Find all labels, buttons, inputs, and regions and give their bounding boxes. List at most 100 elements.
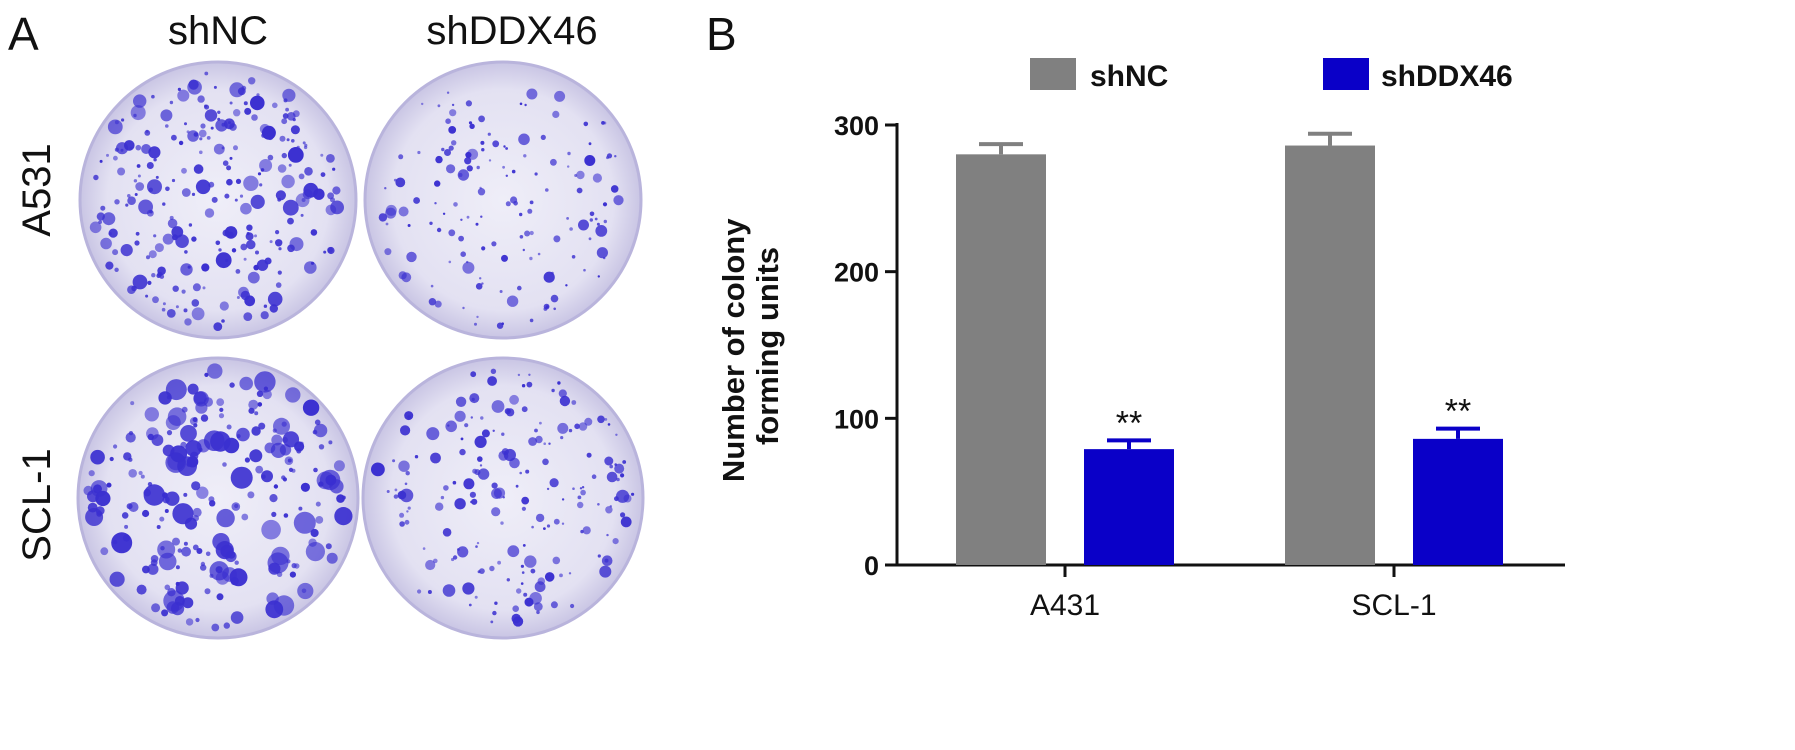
colony — [544, 572, 555, 582]
colony — [336, 494, 345, 503]
colony — [470, 371, 477, 378]
colony — [310, 528, 319, 538]
colony — [218, 413, 225, 419]
colony — [399, 512, 405, 518]
colony — [259, 123, 270, 135]
colony — [213, 143, 225, 155]
colony — [479, 186, 482, 190]
colony — [604, 456, 614, 466]
colony — [282, 431, 300, 448]
colony — [114, 147, 119, 152]
colony — [140, 474, 145, 479]
colony — [491, 241, 497, 247]
colony — [512, 605, 519, 612]
colony — [428, 298, 437, 306]
colony — [130, 401, 135, 406]
colony — [445, 420, 458, 433]
colony — [460, 437, 464, 441]
colony — [442, 212, 446, 215]
colony — [184, 318, 192, 326]
colony — [475, 545, 478, 548]
colony — [105, 261, 114, 270]
colony — [298, 506, 303, 511]
colony — [457, 546, 469, 558]
colony — [386, 490, 390, 493]
colony — [507, 545, 520, 558]
colony — [213, 322, 223, 331]
colony — [543, 271, 555, 283]
colony — [534, 428, 538, 433]
colony — [243, 312, 253, 321]
colony — [452, 480, 457, 485]
colony — [236, 296, 240, 299]
colony — [263, 304, 268, 308]
y-axis-label: Number of colony forming units — [716, 210, 785, 482]
colony — [588, 237, 592, 241]
colony — [580, 529, 584, 534]
colony — [597, 503, 600, 506]
colony — [153, 234, 157, 238]
colony — [261, 133, 266, 138]
colony — [215, 566, 223, 574]
dish-scl1-shnc — [76, 356, 360, 640]
colony — [501, 322, 505, 326]
colony — [147, 179, 162, 195]
colony — [275, 282, 282, 288]
colony — [479, 568, 485, 574]
colony — [534, 172, 538, 176]
colony — [582, 526, 591, 535]
colony — [577, 501, 584, 509]
colony — [201, 263, 210, 272]
colony — [235, 269, 241, 274]
colonies — [378, 88, 624, 329]
colony — [332, 186, 341, 195]
colony — [211, 623, 220, 632]
colony — [151, 273, 156, 278]
colony — [470, 416, 473, 419]
colony — [526, 381, 533, 388]
panel-a: A shNC shDDX46 A531 SCL-1 — [8, 8, 645, 640]
colony — [462, 582, 475, 595]
colony — [271, 434, 283, 446]
colony — [426, 427, 440, 441]
colony — [613, 195, 624, 206]
colony — [254, 371, 276, 393]
colony — [219, 301, 229, 311]
colony — [192, 507, 202, 517]
colony — [191, 481, 201, 491]
colony — [132, 274, 148, 290]
colony — [184, 122, 187, 126]
colony — [198, 129, 207, 138]
colony — [494, 601, 498, 605]
colony — [204, 104, 208, 108]
colony — [519, 471, 522, 475]
colony — [191, 192, 196, 196]
colony — [458, 235, 464, 242]
colony — [468, 603, 472, 607]
colony — [114, 267, 119, 272]
colony — [269, 494, 278, 503]
colony — [125, 432, 136, 443]
colony — [399, 521, 405, 527]
colony — [471, 498, 478, 505]
colony — [404, 519, 410, 525]
colony — [436, 227, 442, 233]
colony — [435, 502, 444, 511]
x-tick-label: A431 — [1030, 589, 1100, 622]
colony — [193, 132, 199, 137]
colony — [457, 169, 470, 181]
colony — [205, 551, 211, 557]
y-axis-label-line-2: forming units — [750, 247, 785, 445]
colony — [549, 478, 559, 488]
colony — [96, 212, 105, 221]
colony — [264, 442, 276, 454]
colony — [180, 425, 197, 442]
colony — [393, 494, 399, 499]
y-tick-label: 300 — [834, 111, 879, 141]
colony — [234, 198, 238, 202]
colony — [259, 159, 273, 172]
colony — [244, 295, 256, 307]
colony — [172, 285, 179, 292]
colony — [175, 581, 189, 595]
colony — [108, 228, 118, 238]
